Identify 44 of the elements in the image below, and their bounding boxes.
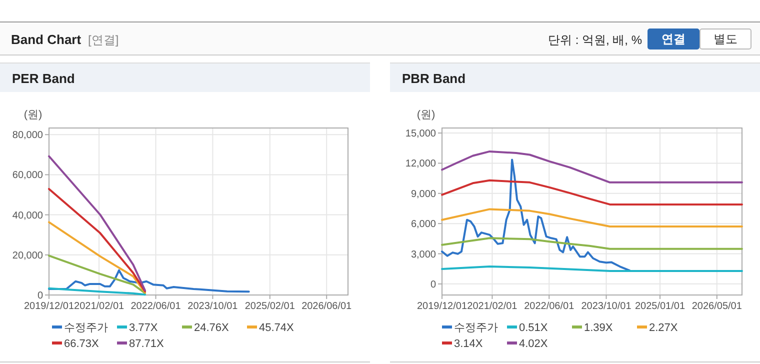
chart-title: PER Band bbox=[12, 71, 75, 86]
x-tick-label: 2019/12/01 bbox=[24, 301, 74, 312]
x-tick-label: 2021/02/01 bbox=[467, 301, 518, 312]
y-axis-title: (원) bbox=[24, 109, 42, 121]
legend-label: 3.77X bbox=[129, 322, 158, 334]
legend-label: 2.27X bbox=[649, 322, 678, 334]
text: 별도 bbox=[714, 32, 738, 46]
x-tick-label: 2019/12/01 bbox=[416, 301, 468, 312]
x-tick-label: 2023/10/01 bbox=[581, 301, 632, 312]
y-tick-label: 15,000 bbox=[405, 128, 436, 140]
text: 단위 : 억원, 배, % bbox=[548, 33, 642, 47]
text: [연결] bbox=[88, 33, 119, 47]
x-tick-label: 2025/02/01 bbox=[244, 301, 296, 312]
legend-label: 4.02X bbox=[519, 338, 548, 350]
legend-label: 87.71X bbox=[129, 338, 165, 350]
y-tick-label: 0 bbox=[430, 279, 436, 290]
x-tick-label: 2026/05/01 bbox=[692, 301, 742, 312]
y-tick-label: 0 bbox=[37, 290, 44, 302]
y-tick-label: 80,000 bbox=[12, 130, 44, 142]
y-tick-label: 40,000 bbox=[12, 210, 44, 222]
y-tick-label: 12,000 bbox=[405, 158, 436, 170]
legend-label: 45.74X bbox=[259, 322, 295, 334]
x-tick-label: 2025/01/01 bbox=[634, 301, 686, 312]
x-tick-label: 2026/06/01 bbox=[302, 301, 352, 312]
y-axis-title: (원) bbox=[416, 109, 436, 121]
legend-label: 수정주가 bbox=[64, 322, 108, 334]
y-tick-label: 3,000 bbox=[410, 249, 436, 260]
legend-label: 수정주가 bbox=[454, 322, 498, 334]
legend-label: 24.76X bbox=[194, 322, 230, 334]
legend-label: 3.14X bbox=[454, 338, 484, 350]
y-tick-label: 20,000 bbox=[12, 250, 44, 262]
y-tick-label: 9,000 bbox=[410, 188, 436, 200]
x-tick-label: 2021/02/01 bbox=[74, 301, 125, 312]
x-tick-label: 2023/10/01 bbox=[188, 301, 238, 312]
y-tick-label: 6,000 bbox=[410, 219, 436, 230]
text: 연결 bbox=[662, 32, 686, 46]
y-tick-label: 60,000 bbox=[12, 170, 44, 182]
chart-title: PBR Band bbox=[402, 71, 466, 86]
x-tick-label: 2022/06/01 bbox=[524, 301, 575, 312]
x-tick-label: 2022/06/01 bbox=[130, 301, 182, 312]
text: Band Chart bbox=[11, 32, 82, 47]
legend-label: 0.51X bbox=[519, 322, 548, 334]
legend-label: 1.39X bbox=[584, 322, 614, 334]
legend-label: 66.73X bbox=[64, 338, 100, 350]
